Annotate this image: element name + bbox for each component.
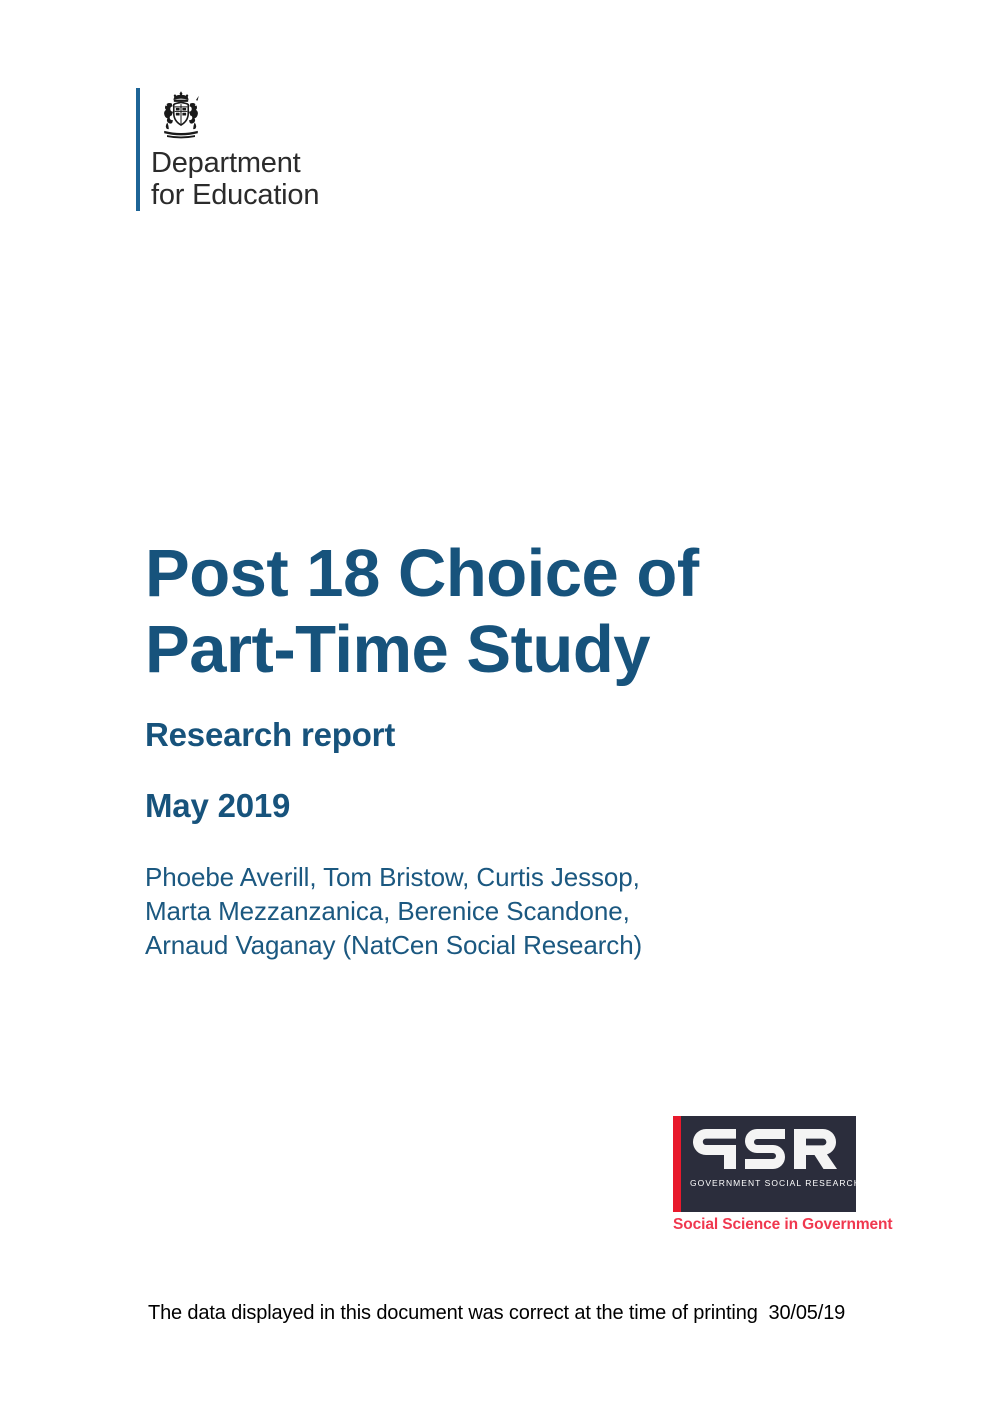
- dfe-logo-body: Department for Education: [151, 88, 319, 211]
- gsr-caption: GOVERNMENT SOCIAL RESEARCH: [690, 1178, 856, 1188]
- dfe-blue-rule: [136, 88, 140, 212]
- royal-coat-of-arms-icon: [164, 91, 199, 139]
- dfe-logo-text: Department for Education: [151, 147, 320, 211]
- gsr-red-stripe: [673, 1116, 681, 1212]
- footer-print-note: The data displayed in this document was …: [148, 1302, 846, 1324]
- report-type-subtitle: Research report: [145, 715, 396, 753]
- department-for-education-logo: Department for Education: [136, 88, 319, 212]
- gsr-logo-box: GOVERNMENT SOCIAL RESEARCH: [673, 1116, 856, 1212]
- page-title: Post 18 Choice of Part-Time Study: [145, 536, 699, 688]
- title-block: Post 18 Choice of Part-Time Study Resear…: [145, 536, 885, 962]
- gsr-tagline: Social Science in Government: [673, 1216, 893, 1233]
- publication-date: May 2019: [145, 786, 291, 824]
- author-list: Phoebe Averill, Tom Bristow, Curtis Jess…: [145, 861, 643, 960]
- gsr-wordmark-icon: [693, 1129, 837, 1169]
- gsr-logo: GOVERNMENT SOCIAL RESEARCH Social Scienc…: [673, 1116, 893, 1234]
